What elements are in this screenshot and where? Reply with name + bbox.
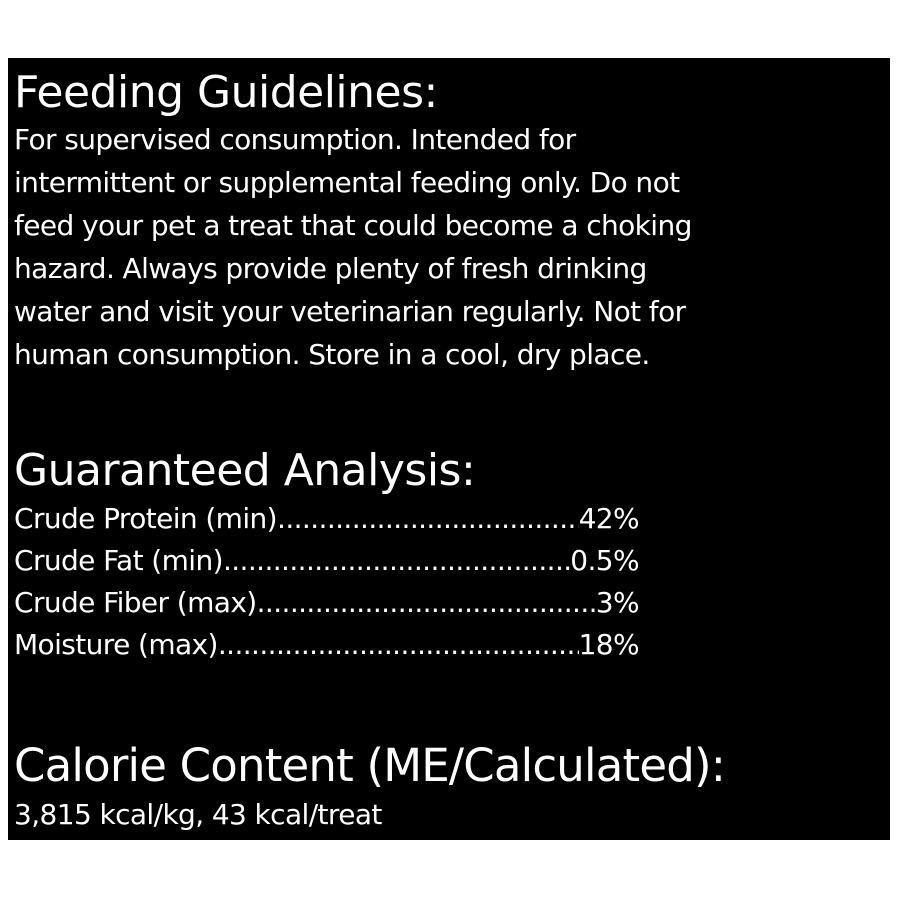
analysis-value: 42% (578, 502, 640, 535)
analysis-row: Moisture (max) 18% (14, 624, 640, 666)
analysis-table: Crude Protein (min) 42% Crude Fat (min) 0.… (14, 498, 640, 666)
dot-leader (218, 624, 579, 666)
analysis-label: Crude Protein (min) (14, 502, 278, 535)
analysis-label: Moisture (max) (14, 628, 218, 661)
analysis-row: Crude Fiber (max) 3% (14, 582, 640, 624)
label-panel: Feeding Guidelines: For supervised consu… (8, 58, 890, 840)
feeding-guidelines-text: For supervised consumption. Intended for… (14, 118, 692, 376)
text-line: water and visit your veterinarian regula… (14, 295, 686, 328)
analysis-value: 3% (595, 586, 640, 619)
analysis-value: 0.5% (570, 544, 639, 577)
text-line: For supervised consumption. Intended for (14, 123, 576, 156)
analysis-label: Crude Fiber (max) (14, 586, 257, 619)
text-line: hazard. Always provide plenty of fresh d… (14, 252, 647, 285)
guaranteed-analysis-title: Guaranteed Analysis: (14, 445, 476, 496)
text-line: human consumption. Store in a cool, dry … (14, 338, 650, 371)
dot-leader (257, 582, 596, 624)
analysis-value: 18% (578, 628, 640, 661)
calorie-content-title: Calorie Content (ME/Calculated): (14, 739, 726, 792)
analysis-row: Crude Fat (min) 0.5% (14, 540, 640, 582)
text-line: feed your pet a treat that could become … (14, 209, 692, 242)
text-line: intermittent or supplemental feeding onl… (14, 166, 680, 199)
analysis-label: Crude Fat (min) (14, 544, 224, 577)
analysis-row: Crude Protein (min) 42% (14, 498, 640, 540)
calorie-content-text: 3,815 kcal/kg, 43 kcal/treat (14, 798, 382, 831)
feeding-guidelines-title: Feeding Guidelines: (14, 67, 438, 118)
dot-leader (277, 498, 579, 540)
dot-leader (223, 540, 570, 582)
